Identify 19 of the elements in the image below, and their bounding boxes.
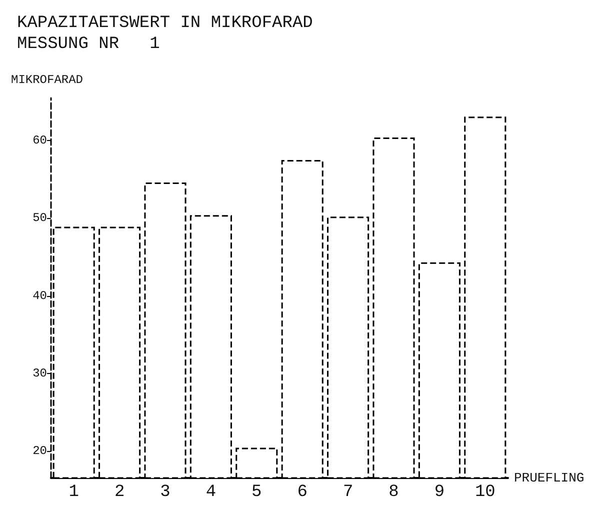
x-tick-label: 4: [206, 483, 216, 502]
x-tick-label: 7: [342, 483, 354, 502]
x-tick-label: 1: [68, 483, 79, 502]
x-tick-label: 10: [474, 483, 496, 502]
x-tick-label: 6: [297, 483, 308, 502]
y-tick-label: 60: [32, 134, 47, 148]
chart-subtitle: MESSUNG NR 1: [17, 35, 160, 54]
chart-title: KAPAZITAETSWERT IN MIKROFARAD: [17, 14, 313, 33]
x-axis-title: PRUEFLING: [514, 470, 584, 486]
x-tick-label: 5: [252, 483, 262, 502]
x-tick-label: 3: [160, 483, 170, 502]
y-tick-label: 40: [32, 288, 47, 303]
y-axis-title: MIKROFARAD: [11, 73, 84, 87]
x-tick-label: 2: [114, 483, 125, 502]
y-tick-label: 20: [32, 444, 47, 458]
x-tick-label: 8: [388, 483, 399, 502]
y-tick-label: 30: [32, 366, 47, 380]
x-tick-label: 9: [434, 483, 445, 502]
y-tick-label: 50: [32, 211, 47, 226]
